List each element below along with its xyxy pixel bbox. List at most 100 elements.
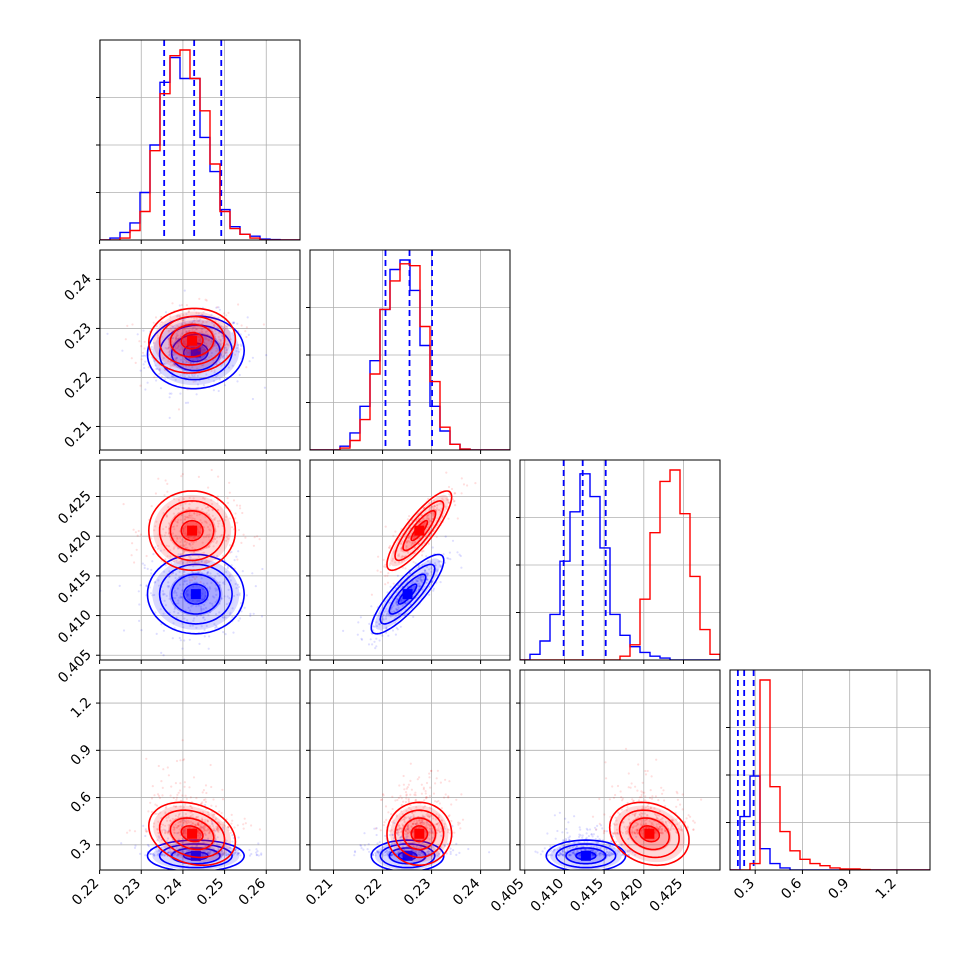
- scatter-point: [169, 319, 172, 323]
- scatter-point: [632, 799, 635, 803]
- scatter-point: [154, 316, 158, 319]
- scatter-point: [168, 585, 171, 588]
- scatter-point: [432, 817, 435, 820]
- scatter-point: [189, 362, 192, 365]
- scatter-point: [182, 350, 185, 353]
- scatter-point: [657, 828, 660, 831]
- scatter-point: [388, 546, 391, 549]
- scatter-point: [183, 785, 186, 788]
- scatter-point: [198, 339, 201, 342]
- scatter-point: [154, 525, 157, 528]
- scatter-point: [184, 358, 187, 361]
- scatter-point: [414, 794, 417, 797]
- scatter-point: [158, 850, 161, 853]
- scatter-point: [584, 848, 587, 851]
- scatter-point: [196, 335, 199, 338]
- scatter-point: [201, 592, 204, 595]
- scatter-point: [568, 847, 571, 850]
- scatter-point: [198, 530, 201, 534]
- scatter-points-series_b: [122, 468, 261, 584]
- scatter-point: [223, 595, 226, 598]
- scatter-point: [212, 824, 215, 828]
- scatter-point: [204, 818, 207, 821]
- scatter-point: [185, 331, 188, 334]
- scatter-point: [184, 502, 187, 505]
- scatter-point: [216, 572, 219, 575]
- scatter-point: [458, 553, 461, 556]
- scatter-point: [214, 537, 217, 540]
- scatter-point: [202, 849, 205, 853]
- scatter-point: [231, 819, 234, 822]
- scatter-point: [195, 816, 198, 819]
- scatter-point: [403, 821, 406, 824]
- scatter-point: [440, 507, 443, 510]
- scatter-point: [122, 629, 126, 632]
- scatter-point: [647, 826, 651, 829]
- scatter-point: [163, 548, 166, 551]
- scatter-point: [169, 328, 173, 331]
- scatter-point: [202, 497, 205, 500]
- y-tick-label: 0.415: [55, 567, 95, 607]
- scatter-point: [173, 363, 176, 366]
- scatter-point: [148, 852, 152, 855]
- scatter-point: [155, 804, 159, 807]
- scatter-point: [155, 379, 158, 382]
- scatter-point: [147, 353, 151, 356]
- scatter-point: [248, 854, 252, 857]
- scatter-point: [579, 828, 582, 831]
- scatter-point: [200, 340, 203, 343]
- scatter-point: [161, 794, 164, 797]
- scatter-point: [441, 514, 444, 517]
- scatter-point: [183, 321, 186, 324]
- scatter-point: [228, 517, 232, 520]
- scatter-point: [625, 809, 629, 812]
- scatter-point: [636, 829, 639, 832]
- panel-body: [100, 40, 300, 240]
- y-tick-label: 0.405: [55, 647, 95, 687]
- scatter-point: [172, 622, 175, 625]
- scatter-point: [175, 798, 178, 801]
- scatter-point: [608, 850, 611, 853]
- scatter-point: [174, 782, 177, 785]
- contour-series_b: [169, 817, 215, 851]
- scatter-point: [189, 333, 192, 336]
- scatter-point: [400, 599, 403, 602]
- scatter-point: [405, 797, 408, 800]
- scatter-point: [415, 578, 418, 581]
- scatter-point: [577, 841, 580, 844]
- scatter-point: [640, 795, 643, 799]
- scatter-point: [633, 813, 636, 817]
- scatter-point: [212, 380, 216, 383]
- scatter-point: [155, 520, 158, 523]
- scatter-point: [209, 763, 212, 767]
- scatter-point: [401, 604, 404, 608]
- scatter-point: [428, 593, 431, 596]
- scatter-point: [206, 506, 209, 509]
- scatter-point: [242, 827, 245, 830]
- scatter-point: [425, 797, 428, 800]
- scatter-point: [167, 851, 170, 854]
- scatter-point: [191, 354, 194, 357]
- scatter-point: [236, 558, 239, 561]
- scatter-point: [176, 854, 179, 857]
- scatter-point: [118, 584, 121, 588]
- scatter-point: [641, 812, 644, 815]
- scatter-point: [202, 526, 206, 529]
- scatter-point: [231, 840, 234, 843]
- scatter-point: [219, 584, 222, 587]
- scatter-point: [447, 501, 451, 504]
- scatter-point: [236, 853, 239, 856]
- scatter-point: [190, 321, 193, 325]
- scatter-point: [375, 827, 378, 830]
- scatter-point: [214, 587, 217, 590]
- scatter-point: [211, 820, 214, 824]
- scatter-point: [404, 829, 407, 833]
- scatter-point: [183, 289, 186, 292]
- scatter-point: [203, 828, 206, 831]
- scatter-point: [183, 580, 186, 583]
- scatter-point: [598, 847, 602, 850]
- scatter-point: [164, 829, 167, 832]
- scatter-point: [130, 554, 133, 557]
- scatter-point: [238, 504, 242, 507]
- scatter-point: [391, 559, 394, 562]
